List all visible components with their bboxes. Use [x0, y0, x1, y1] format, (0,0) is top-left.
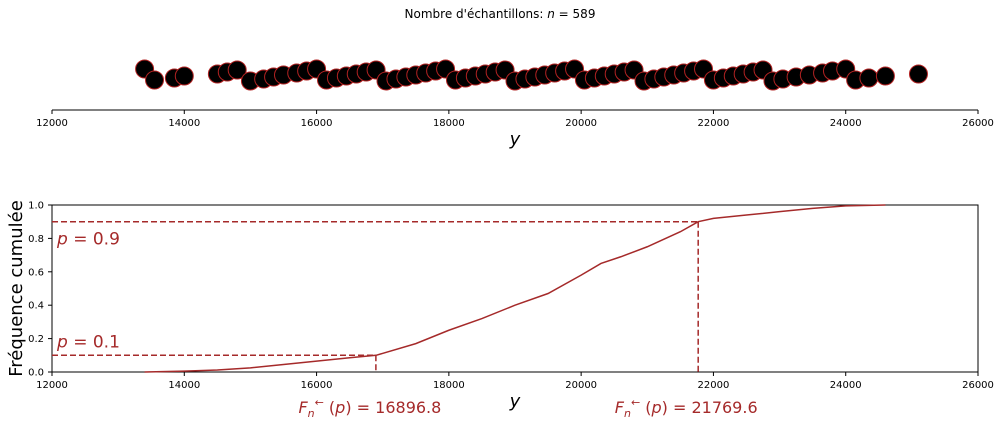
p-low-label: p = 0.1	[56, 332, 120, 352]
bottom-y-tick-label: 0.0	[28, 368, 44, 379]
strip-point	[908, 64, 928, 84]
ecdf-panel: 12000 14000 16000 18000 20000 22000 24000 26000…	[6, 200, 994, 420]
bottom-x-tick-label: 18000	[433, 380, 465, 391]
top-x-tick-label: 16000	[301, 118, 333, 129]
top-x-axis-label: y	[509, 129, 521, 150]
bottom-y-tick-label: 0.6	[28, 267, 44, 278]
bottom-y-axis-label: Fréquence cumulée	[6, 200, 27, 377]
p-high-label: p = 0.9	[56, 230, 120, 250]
bottom-y-tick-label: 0.4	[28, 301, 44, 312]
top-x-tick-label: 18000	[433, 118, 465, 129]
bottom-x-tick-label: 24000	[830, 380, 862, 391]
top-x-tick-label: 20000	[565, 118, 597, 129]
strip-point	[875, 66, 895, 86]
ecdf-plot-frame	[51, 204, 979, 373]
bottom-y-tick-label: 0.2	[28, 334, 44, 345]
top-x-tick-label: 26000	[962, 118, 994, 129]
quantile-guides	[52, 220, 699, 372]
bottom-x-ticks: 12000 14000 16000 18000 20000 22000 24000 26000	[36, 372, 994, 391]
strip-point	[145, 70, 165, 90]
figure-title: Nombre d'échantillons: n = 589	[405, 7, 596, 21]
quantile-low-label: Fn← (p) = 16896.8	[298, 396, 441, 420]
top-x-ticks: 12000 14000 16000 18000 20000 22000 24000 26000	[36, 110, 994, 129]
bottom-y-tick-label: 1.0	[28, 201, 44, 212]
top-x-tick-label: 24000	[830, 118, 862, 129]
strip-point	[174, 66, 194, 86]
ecdf-line	[144, 204, 886, 373]
top-x-tick-label: 12000	[36, 118, 68, 129]
bottom-y-ticks: 0.0 0.2 0.4 0.6 0.8 1.0	[28, 201, 52, 379]
bottom-y-tick-label: 0.8	[28, 234, 44, 245]
bottom-x-tick-label: 26000	[962, 380, 994, 391]
strip-point	[859, 68, 879, 88]
strip-points	[135, 59, 928, 91]
quantile-high-label: Fn← (p) = 21769.6	[615, 396, 758, 420]
top-x-tick-label: 14000	[168, 118, 200, 129]
top-x-tick-label: 22000	[698, 118, 730, 129]
strip-point	[227, 60, 247, 80]
strip-plot-panel: 12000 14000 16000 18000 20000 22000 24000 26000…	[36, 59, 994, 150]
bottom-x-tick-label: 16000	[301, 380, 333, 391]
bottom-x-tick-label: 14000	[168, 380, 200, 391]
bottom-x-axis-label: y	[509, 391, 521, 412]
bottom-x-tick-label: 22000	[698, 380, 730, 391]
bottom-x-tick-label: 12000	[36, 380, 68, 391]
bottom-x-tick-label: 20000	[565, 380, 597, 391]
